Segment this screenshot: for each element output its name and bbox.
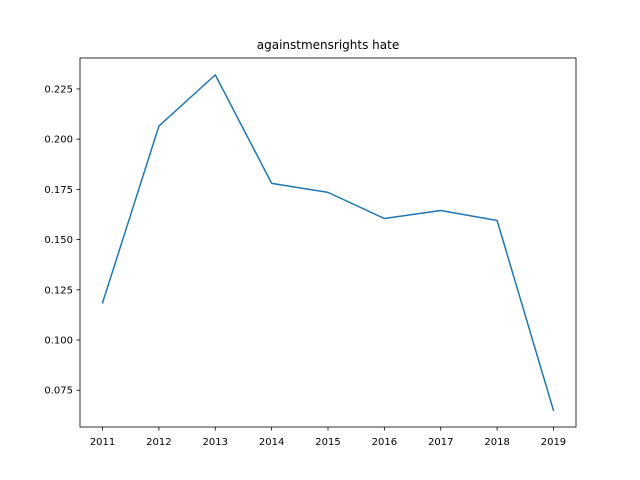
y-tick-label: 0.100 xyxy=(44,336,73,347)
y-tick-label: 0.125 xyxy=(44,285,73,296)
y-tick-label: 0.200 xyxy=(44,135,73,146)
x-tick-label: 2018 xyxy=(484,437,509,448)
x-tick-label: 2014 xyxy=(259,437,284,448)
x-tick-label: 2011 xyxy=(90,437,115,448)
x-tick-label: 2016 xyxy=(372,437,397,448)
x-tick-label: 2019 xyxy=(541,437,566,448)
y-tick-label: 0.150 xyxy=(44,235,73,246)
x-tick-label: 2017 xyxy=(428,437,453,448)
plot-frame xyxy=(79,57,577,428)
y-tick-label: 0.075 xyxy=(44,386,73,397)
y-tick-label: 0.225 xyxy=(44,84,73,95)
x-tick-label: 2012 xyxy=(146,437,171,448)
series-line xyxy=(101,74,555,412)
x-tick-label: 2015 xyxy=(315,437,340,448)
axis-ticks: 2011 2012 2013 2014 2015 2016 2017 2018 2019 0.07… xyxy=(44,84,566,448)
y-tick-label: 0.175 xyxy=(44,185,73,196)
x-tick-label: 2013 xyxy=(203,437,228,448)
chart-title: againstmensrights hate xyxy=(257,38,399,52)
